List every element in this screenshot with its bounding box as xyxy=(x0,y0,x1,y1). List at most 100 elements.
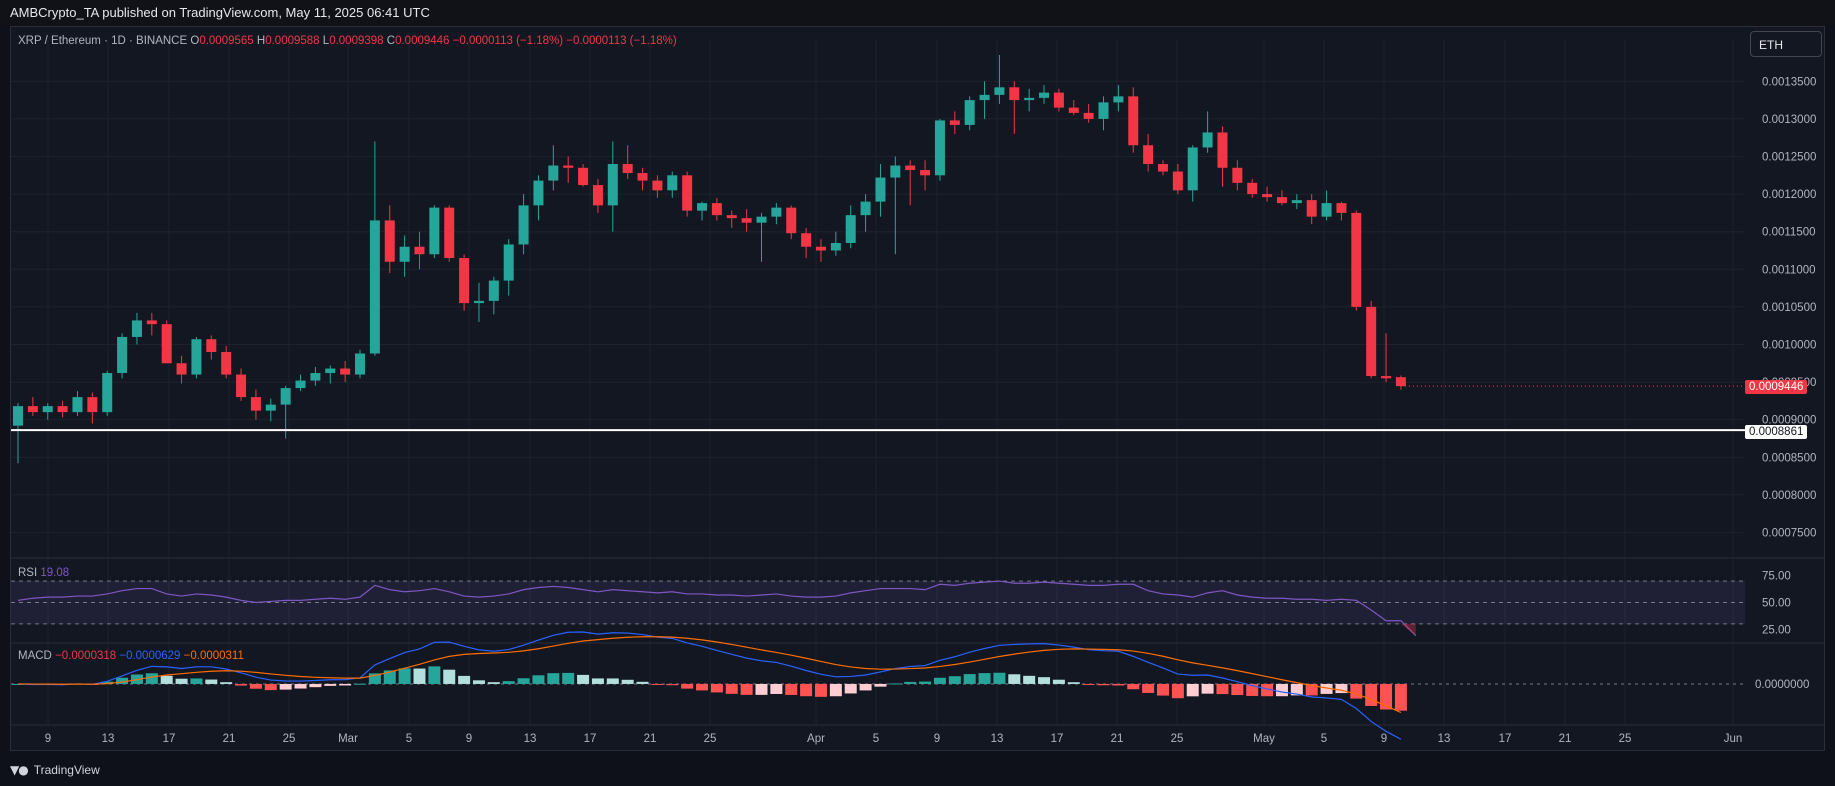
macd-histogram-bar xyxy=(844,683,857,694)
last-price-tag: 0.0009446 xyxy=(1745,380,1808,394)
y-tick-label: 0.0010000 xyxy=(1762,339,1816,351)
y-tick-label: 0.0008500 xyxy=(1762,452,1816,464)
macd-histogram-bar xyxy=(190,678,203,684)
candle-body xyxy=(384,220,395,262)
candle-body xyxy=(72,397,83,413)
candle-body xyxy=(325,368,336,374)
candle-body xyxy=(459,258,470,304)
macd-histogram-bar xyxy=(1275,683,1288,697)
macd-histogram-bar xyxy=(428,666,441,684)
macd-histogram-bar xyxy=(1097,683,1110,686)
macd-histogram-bar xyxy=(859,683,872,691)
candle-body xyxy=(1247,182,1258,195)
macd-histogram-bar xyxy=(933,677,946,684)
change-value-2: −0.0000113 (−1.18%) xyxy=(566,35,677,47)
footer-brand[interactable]: TradingView xyxy=(33,763,100,777)
high-value: 0.0009588 xyxy=(265,35,320,47)
candle-body xyxy=(161,324,172,364)
macd-histogram-bar xyxy=(264,683,277,691)
macd-histogram-bar xyxy=(1082,683,1095,685)
y-tick-label: 0.0008000 xyxy=(1762,490,1816,502)
candle-body xyxy=(1143,145,1154,165)
candle-body xyxy=(57,406,68,413)
candle-body xyxy=(503,244,514,281)
macd-histogram-bar xyxy=(785,683,798,695)
macd-histogram-bar xyxy=(1067,682,1080,684)
macd-histogram-bar xyxy=(993,672,1006,684)
macd-histogram-bar xyxy=(1142,683,1155,693)
x-tick-label: 9 xyxy=(466,733,472,745)
candle-body xyxy=(890,165,901,178)
candle-body xyxy=(42,406,53,413)
candle-body xyxy=(533,180,544,206)
candle-body xyxy=(131,320,142,337)
macd-histogram-bar xyxy=(1231,683,1244,696)
candle-body xyxy=(1381,376,1392,379)
x-tick-label: 21 xyxy=(1111,733,1124,745)
candle-body xyxy=(1113,96,1124,103)
candle-body xyxy=(711,203,722,216)
candle-body xyxy=(265,404,276,411)
macd-histogram-bar xyxy=(770,683,783,694)
candle-body xyxy=(1366,306,1377,377)
macd-histogram-bar xyxy=(1365,683,1378,706)
candle-body xyxy=(1336,203,1347,213)
rsi-legend: RSI 19.08 xyxy=(18,567,69,579)
candle-body xyxy=(1157,164,1168,172)
x-tick-label: 17 xyxy=(584,733,597,745)
candle-body xyxy=(1039,92,1050,98)
candle-body xyxy=(13,406,23,426)
candle-body xyxy=(949,120,960,125)
candle-body xyxy=(221,351,232,375)
macd-histogram-bar xyxy=(160,675,173,684)
x-tick-label: 9 xyxy=(1381,733,1387,745)
x-tick-label: 25 xyxy=(1619,733,1632,745)
macd-histogram-bar xyxy=(443,669,456,684)
macd-histogram-bar xyxy=(145,673,158,684)
candle-body xyxy=(815,246,826,251)
x-tick-label: 17 xyxy=(1499,733,1512,745)
x-tick-label: 5 xyxy=(873,733,879,745)
x-tick-label: Jun xyxy=(1724,733,1743,745)
x-tick-label: 25 xyxy=(1171,733,1184,745)
candle-body xyxy=(637,173,648,181)
candle-body xyxy=(1306,200,1317,217)
y-tick-label: 0.0013000 xyxy=(1762,114,1816,126)
candle-body xyxy=(548,165,559,181)
rsi-label[interactable]: RSI xyxy=(18,567,38,579)
rsi-tick-label: 75.00 xyxy=(1762,571,1791,583)
candle-body xyxy=(726,215,737,219)
macd-line-value: −0.0000629 xyxy=(119,650,181,662)
candle-body xyxy=(860,201,871,216)
candle-body xyxy=(250,397,261,411)
chart-frame[interactable] xyxy=(10,26,1825,751)
candle-body xyxy=(488,280,499,301)
candle-body xyxy=(1009,87,1020,101)
candle-body xyxy=(934,120,945,176)
macd-histogram-bar xyxy=(116,677,129,684)
macd-label[interactable]: MACD xyxy=(18,650,52,662)
footer: ▼● TradingView xyxy=(10,760,100,780)
symbol-label[interactable]: XRP / Ethereum · 1D · BINANCE xyxy=(18,35,188,47)
macd-histogram-bar xyxy=(740,683,753,695)
x-tick-label: 13 xyxy=(1438,733,1451,745)
candle-body xyxy=(756,216,767,223)
macd-histogram-bar xyxy=(978,673,991,684)
x-tick-label: 5 xyxy=(406,733,412,745)
macd-histogram-bar xyxy=(1156,683,1169,696)
candle-body xyxy=(801,233,812,247)
currency-button[interactable]: ETH xyxy=(1750,31,1822,57)
macd-histogram-bar xyxy=(948,676,961,684)
candle-body xyxy=(429,207,440,255)
macd-histogram-bar xyxy=(532,675,545,684)
macd-histogram-bar xyxy=(339,683,352,686)
macd-histogram-bar xyxy=(1186,683,1199,697)
macd-histogram-bar xyxy=(874,683,887,687)
candle-body xyxy=(875,177,886,202)
macd-histogram-bar xyxy=(1246,683,1259,696)
y-tick-label: 0.0009000 xyxy=(1762,415,1816,427)
y-tick-label: 0.0010500 xyxy=(1762,302,1816,314)
candle-body xyxy=(1098,102,1109,119)
macd-histogram-bar xyxy=(458,675,471,684)
